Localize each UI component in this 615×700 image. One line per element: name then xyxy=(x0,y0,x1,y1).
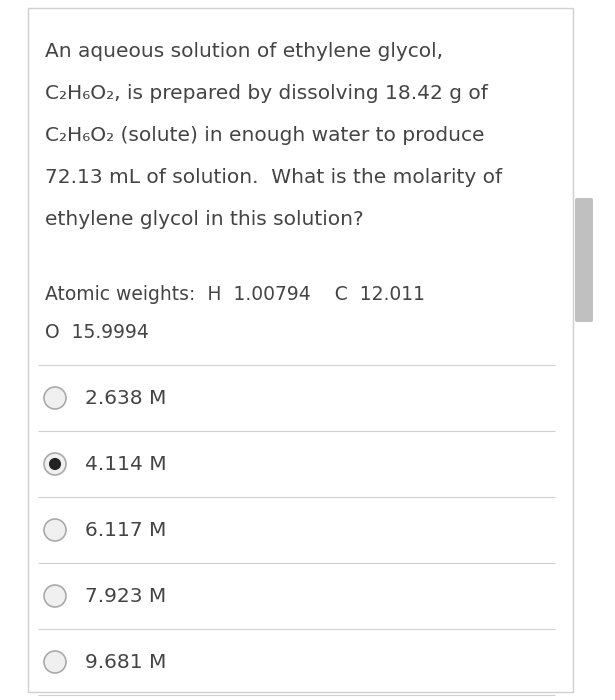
Circle shape xyxy=(44,453,66,475)
FancyBboxPatch shape xyxy=(28,8,573,692)
Text: 9.681 M: 9.681 M xyxy=(85,652,167,671)
Text: 72.13 mL of solution.  What is the molarity of: 72.13 mL of solution. What is the molari… xyxy=(45,168,502,187)
FancyBboxPatch shape xyxy=(575,198,593,322)
Text: C₂H₆O₂ (solute) in enough water to produce: C₂H₆O₂ (solute) in enough water to produ… xyxy=(45,126,485,145)
Text: C₂H₆O₂, is prepared by dissolving 18.42 g of: C₂H₆O₂, is prepared by dissolving 18.42 … xyxy=(45,84,488,103)
Circle shape xyxy=(44,519,66,541)
Text: 7.923 M: 7.923 M xyxy=(85,587,166,606)
Text: 2.638 M: 2.638 M xyxy=(85,389,167,407)
Circle shape xyxy=(49,458,61,470)
Circle shape xyxy=(44,387,66,409)
Text: O  15.9994: O 15.9994 xyxy=(45,323,149,342)
Text: 6.117 M: 6.117 M xyxy=(85,521,167,540)
Circle shape xyxy=(44,585,66,607)
Text: Atomic weights:  H  1.00794    C  12.011: Atomic weights: H 1.00794 C 12.011 xyxy=(45,285,425,304)
Text: An aqueous solution of ethylene glycol,: An aqueous solution of ethylene glycol, xyxy=(45,42,443,61)
Text: 4.114 M: 4.114 M xyxy=(85,454,167,473)
Circle shape xyxy=(44,651,66,673)
Text: ethylene glycol in this solution?: ethylene glycol in this solution? xyxy=(45,210,363,229)
